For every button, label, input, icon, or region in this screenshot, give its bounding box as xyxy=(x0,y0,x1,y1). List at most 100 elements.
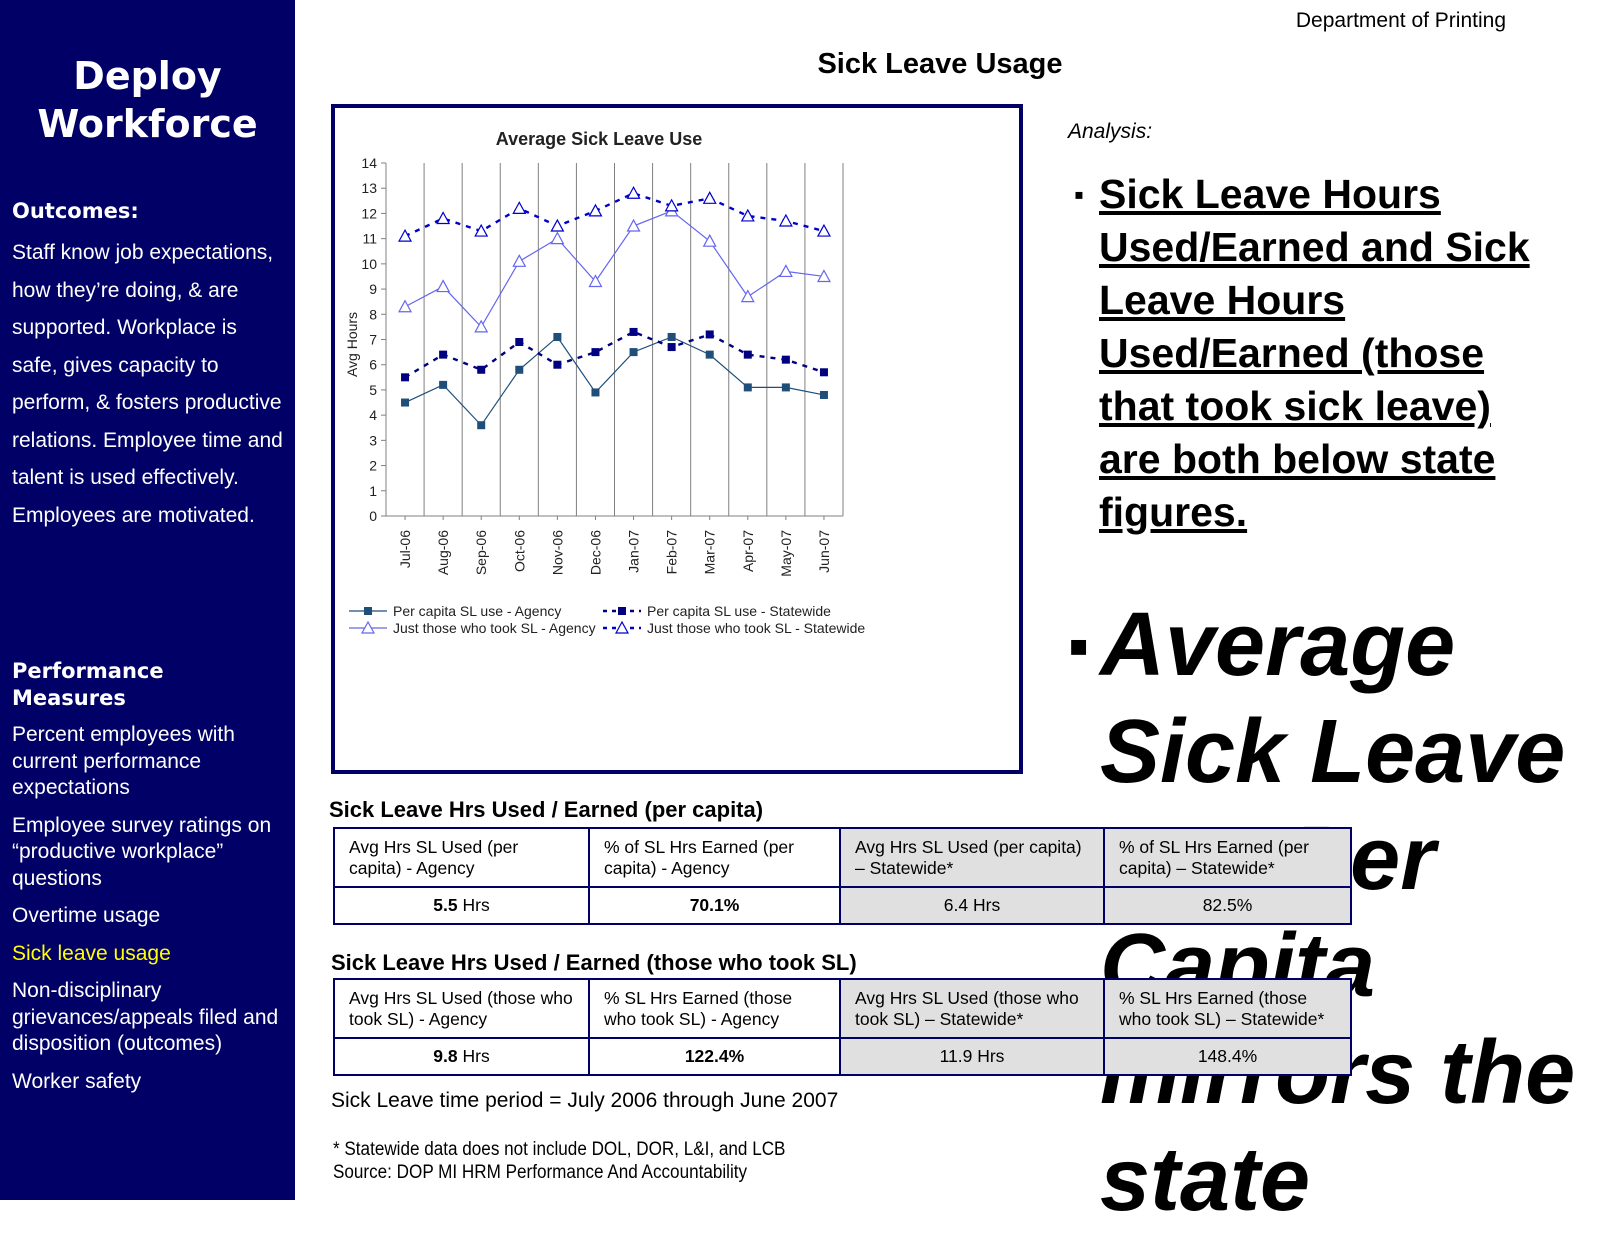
chart-title: Average Sick Leave Use xyxy=(496,129,702,149)
table1-caption: Sick Leave Hrs Used / Earned (per capita… xyxy=(329,797,764,822)
series-2-point xyxy=(474,319,489,333)
y-tick-label: 9 xyxy=(369,281,377,297)
series-1-point xyxy=(781,355,790,364)
table2-cell-agency-percent: 122.4% xyxy=(588,1037,841,1076)
series-1-point xyxy=(743,350,752,359)
series-2-point xyxy=(816,269,831,283)
legend-label-2: Just those who took SL - Agency xyxy=(393,620,596,636)
x-tick-label: Jul-06 xyxy=(397,530,413,568)
sidebar-title-line2: Workforce xyxy=(37,102,258,146)
y-tick-label: 1 xyxy=(369,483,377,499)
series-1-point xyxy=(819,368,828,377)
series-0-point xyxy=(401,398,410,407)
table1-header-agency-hours: Avg Hrs SL Used (per capita) - Agency xyxy=(333,827,590,888)
source-footnote: Source: DOP MI HRM Performance And Accou… xyxy=(333,1162,748,1183)
measure-worker-safety[interactable]: Worker safety xyxy=(12,1069,142,1093)
series-1-point xyxy=(591,348,600,357)
series-0-point xyxy=(667,332,676,341)
series-0-point xyxy=(781,383,790,392)
measure-performance-expectations[interactable]: Percent employees with current performan… xyxy=(12,723,235,799)
y-tick-label: 4 xyxy=(369,407,377,423)
x-tick-label: Aug-06 xyxy=(435,530,451,575)
series-2-point xyxy=(740,289,755,303)
series-0-point xyxy=(705,350,714,359)
x-tick-label: Apr-07 xyxy=(740,530,756,572)
time-period-note: Sick Leave time period = July 2006 throu… xyxy=(331,1089,839,1112)
series-2-point xyxy=(588,274,603,288)
table2-agency-hours-value: 9.8 xyxy=(433,1046,458,1066)
table1-agency-hours-unit: Hrs xyxy=(457,895,490,915)
series-2-point xyxy=(550,231,565,245)
analysis-label: Analysis: xyxy=(1068,120,1153,143)
series-line-1 xyxy=(404,330,825,379)
series-1-point xyxy=(629,327,638,336)
measures-heading-line1: Performance xyxy=(12,659,164,683)
series-1-point xyxy=(439,350,448,359)
table1-header-agency-percent: % of SL Hrs Earned (per capita) - Agency xyxy=(588,827,841,888)
measure-employee-survey[interactable]: Employee survey ratings on “productive w… xyxy=(12,813,272,890)
table2-header-agency-hours: Avg Hrs SL Used (those who took SL) - Ag… xyxy=(333,978,590,1039)
y-tick-label: 11 xyxy=(362,231,377,247)
statewide-footnote: * Statewide data does not include DOL, D… xyxy=(333,1139,786,1160)
measure-overtime-usage[interactable]: Overtime usage xyxy=(12,904,161,927)
x-tick-label: Sep-06 xyxy=(473,530,489,575)
chart-frame: Average Sick Leave Use 0 1 2 3 4 5 6 7 8 9 10 11 12 13… xyxy=(331,104,1023,774)
series-1-point xyxy=(401,373,410,382)
series-2-point xyxy=(436,279,451,293)
x-tick-label: Nov-06 xyxy=(549,530,565,575)
y-tick-label: 13 xyxy=(361,180,377,196)
table2-caption: Sick Leave Hrs Used / Earned (those who … xyxy=(331,950,857,975)
x-tick-label: Jan-07 xyxy=(626,530,642,573)
series-2-point xyxy=(702,233,717,247)
y-axis-label: Avg Hours xyxy=(344,312,360,377)
series-0-point xyxy=(743,383,752,392)
analysis-bullet-1-text: Sick Leave Hours Used/Earned and Sick Le… xyxy=(1099,171,1530,535)
series-0-point xyxy=(629,348,638,357)
series-3-point xyxy=(474,223,489,237)
x-tick-label: Feb-07 xyxy=(664,530,680,575)
series-1-point xyxy=(705,330,714,339)
sidebar-title-line1: Deploy xyxy=(73,54,222,98)
measures-heading: Performance Measures xyxy=(12,658,164,712)
series-2-point xyxy=(626,218,641,232)
series-0-point xyxy=(439,380,448,389)
y-tick-label: 2 xyxy=(369,458,377,474)
legend-marker-3 xyxy=(614,620,630,634)
measure-grievances[interactable]: Non-disciplinary grievances/appeals file… xyxy=(12,979,279,1055)
table2-cell-statewide-hours: 11.9 Hrs xyxy=(839,1037,1105,1076)
legend-label-1: Per capita SL use - Statewide xyxy=(647,603,831,619)
y-tick-label: 14 xyxy=(361,155,377,171)
legend-marker-1 xyxy=(618,607,626,615)
sidebar: Deploy Workforce Outcomes: Staff know jo… xyxy=(0,0,295,1200)
table1-cell-agency-hours: 5.5 Hrs xyxy=(333,886,590,925)
page-title: Sick Leave Usage xyxy=(817,48,1063,80)
series-0-point xyxy=(477,421,486,430)
analysis-bullet-1: ▪ Sick Leave Hours Used/Earned and Sick … xyxy=(1074,168,1544,539)
series-line-3 xyxy=(404,191,825,238)
bullet-marker-2: ▪ xyxy=(1068,612,1090,679)
table2-cell-agency-hours: 9.8 Hrs xyxy=(333,1037,590,1076)
series-3-point xyxy=(588,203,603,217)
table1-agency-hours-value: 5.5 xyxy=(433,895,458,915)
series-1-point xyxy=(477,365,486,374)
series-2-point xyxy=(778,264,793,278)
sick-leave-chart: Average Sick Leave Use012345678910111213… xyxy=(344,129,865,636)
series-3-point xyxy=(816,223,831,237)
series-1-point xyxy=(515,338,524,347)
outcomes-heading: Outcomes: xyxy=(12,199,139,223)
series-2-point xyxy=(398,299,413,313)
y-tick-label: 10 xyxy=(361,256,377,272)
table1-header-statewide-hours: Avg Hrs SL Used (per capita) – Statewide… xyxy=(839,827,1105,888)
x-tick-label: Oct-06 xyxy=(511,530,527,572)
measure-sick-leave-usage[interactable]: Sick leave usage xyxy=(12,941,171,965)
table1-cell-agency-percent: 70.1% xyxy=(588,886,841,925)
series-3-point xyxy=(626,186,641,199)
per-capita-table: Avg Hrs SL Used (per capita) - Agency % … xyxy=(333,827,1352,925)
outcomes-text: Staff know job expectations, how they’re… xyxy=(12,241,283,527)
measures-heading-line2: Measures xyxy=(12,686,126,710)
legend-label-3: Just those who took SL - Statewide xyxy=(647,620,865,636)
series-1-point xyxy=(667,343,676,352)
series-0-point xyxy=(515,365,524,374)
took-sl-table: Avg Hrs SL Used (those who took SL) - Ag… xyxy=(333,978,1352,1076)
series-2-point xyxy=(512,254,527,267)
